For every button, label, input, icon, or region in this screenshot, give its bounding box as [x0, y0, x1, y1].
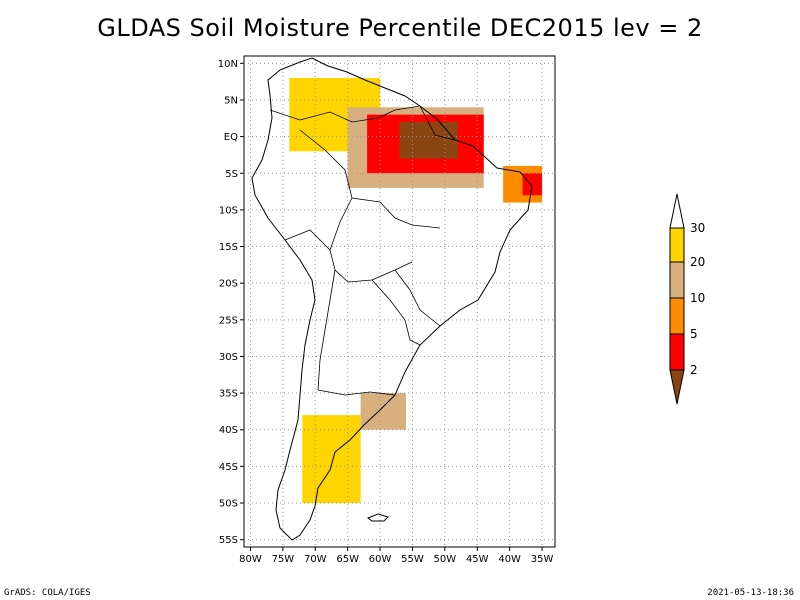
colorbar-label: 20: [690, 255, 705, 269]
lat-tick-label: 45S: [219, 462, 238, 473]
lat-tick-label: 30S: [219, 352, 238, 363]
lat-tick-label: 10S: [219, 205, 238, 216]
colorbar: 30 20 10 5 2: [669, 193, 705, 405]
lat-tick-label: 5S: [225, 169, 238, 180]
lon-tick-label: 60W: [369, 554, 392, 565]
lon-tick-label: 40W: [498, 554, 521, 565]
footer-left: GrADS: COLA/IGES: [4, 588, 91, 598]
lon-tick-label: 70W: [304, 554, 327, 565]
colorbar-2-5: [669, 333, 685, 371]
colorbar-10-20: [669, 261, 685, 299]
lon-tick-label: 50W: [434, 554, 457, 565]
country-borders: [269, 105, 456, 396]
colorbar-20-30: [669, 227, 685, 263]
lon-tick-label: 45W: [466, 554, 489, 565]
lat-tick-label: 15S: [219, 242, 238, 253]
colorbar-label: 10: [690, 291, 705, 305]
lon-tick-label: 80W: [239, 554, 262, 565]
lat-tick-label: 35S: [219, 389, 238, 400]
region-northeast-red: [522, 173, 543, 196]
lat-tick-label: EQ: [224, 132, 238, 143]
region-pampas-tan: [360, 393, 406, 430]
lon-tick-label: 75W: [272, 554, 295, 565]
colorbar-label: 2: [690, 363, 698, 377]
lon-tick-label: 65W: [336, 554, 359, 565]
lat-tick-label: 5N: [224, 95, 238, 106]
lon-tick-label: 55W: [401, 554, 424, 565]
lat-tick-label: 20S: [219, 279, 238, 290]
lat-tick-label: 10N: [218, 59, 238, 70]
latitude-ticks: 10N 5N EQ 5S 10S 15S 20S 25S 30S 35S 40S 45S 50S 55S: [218, 59, 244, 546]
colorbar-above-30: [669, 193, 685, 229]
data-regions: [289, 77, 543, 504]
map-title: GLDAS Soil Moisture Percentile DEC2015 l…: [97, 14, 703, 42]
region-amazon-brown: [399, 121, 458, 159]
region-patagonia-yellow: [302, 415, 361, 504]
lon-tick-label: 35W: [531, 554, 554, 565]
colorbar-below-2: [669, 369, 685, 405]
coastline: [251, 57, 533, 541]
falkland-islands: [366, 513, 389, 522]
lat-tick-label: 40S: [219, 425, 238, 436]
plot-frame: [243, 55, 556, 548]
colorbar-5-10: [669, 297, 685, 335]
footer-right: 2021-05-13-18:36: [707, 588, 794, 598]
lat-tick-label: 50S: [219, 499, 238, 510]
lat-tick-label: 25S: [219, 315, 238, 326]
colorbar-label: 5: [690, 327, 698, 341]
longitude-ticks: 80W 75W 70W 65W 60W 55W 50W 45W 40W 35W: [239, 547, 553, 565]
lat-tick-label: 55S: [219, 535, 238, 546]
colorbar-label: 30: [690, 221, 705, 235]
